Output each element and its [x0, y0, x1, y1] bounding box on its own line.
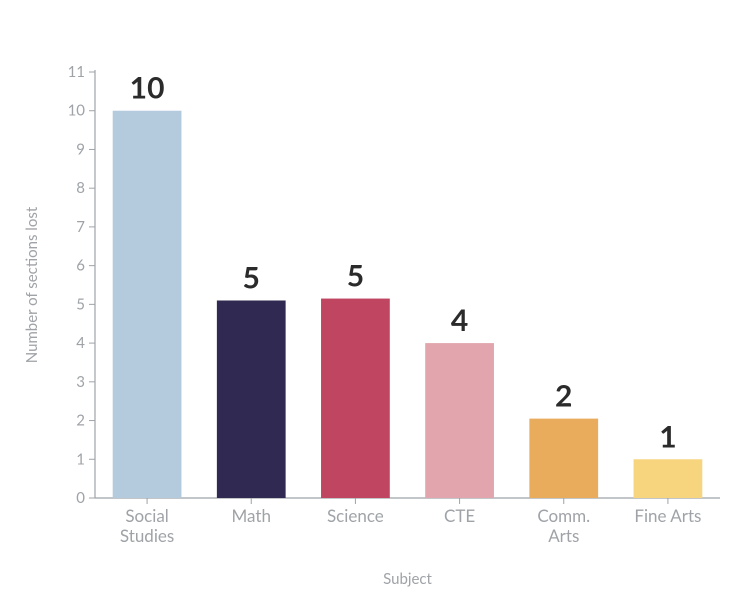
- x-tick-label: Fine Arts: [634, 505, 701, 526]
- bar-value-label: 1: [659, 418, 676, 454]
- x-tick-label: Comm.: [537, 505, 590, 526]
- y-tick-label: 5: [76, 295, 85, 313]
- y-tick-label: 9: [76, 140, 85, 158]
- bar-value-label: 5: [243, 259, 260, 295]
- y-tick-label: 6: [76, 257, 85, 275]
- bar-value-label: 4: [451, 302, 468, 338]
- sections-lost-bar-chart: 0 1 2 3 4 5 6 7 8 9 10 11 10 SocialStudies 5 Math 5 Scien…: [0, 0, 743, 609]
- bar: [634, 459, 703, 498]
- x-tick-label: Science: [327, 505, 384, 526]
- bar: [321, 299, 390, 498]
- y-axis-title: Number of sections lost: [23, 206, 41, 363]
- bar: [217, 300, 286, 498]
- bar: [529, 419, 598, 498]
- bar-value-label: 5: [347, 258, 364, 294]
- x-tick-label: Arts: [548, 525, 579, 546]
- y-tick-label: 11: [68, 63, 85, 81]
- y-tick-label: 8: [76, 179, 85, 197]
- x-tick-label: Social: [125, 505, 168, 526]
- bar-value-label: 2: [555, 378, 572, 414]
- x-axis-title: Subject: [383, 570, 432, 588]
- y-tick-label: 0: [76, 489, 85, 507]
- bar-value-label: 10: [130, 70, 165, 106]
- x-tick-label: CTE: [444, 505, 475, 526]
- y-tick-label: 4: [76, 334, 85, 352]
- y-tick-label: 10: [68, 102, 86, 120]
- y-tick-label: 2: [76, 412, 85, 430]
- y-tick-label: 3: [76, 373, 85, 391]
- bar: [425, 343, 494, 498]
- y-tick-label: 1: [76, 450, 85, 468]
- y-tick-label: 7: [76, 218, 85, 236]
- bar: [113, 111, 182, 498]
- x-tick-label: Math: [232, 505, 271, 526]
- x-tick-label: Studies: [120, 525, 174, 546]
- chart-svg: 0 1 2 3 4 5 6 7 8 9 10 11 10 SocialStudies 5 Math 5 Scien…: [0, 0, 743, 609]
